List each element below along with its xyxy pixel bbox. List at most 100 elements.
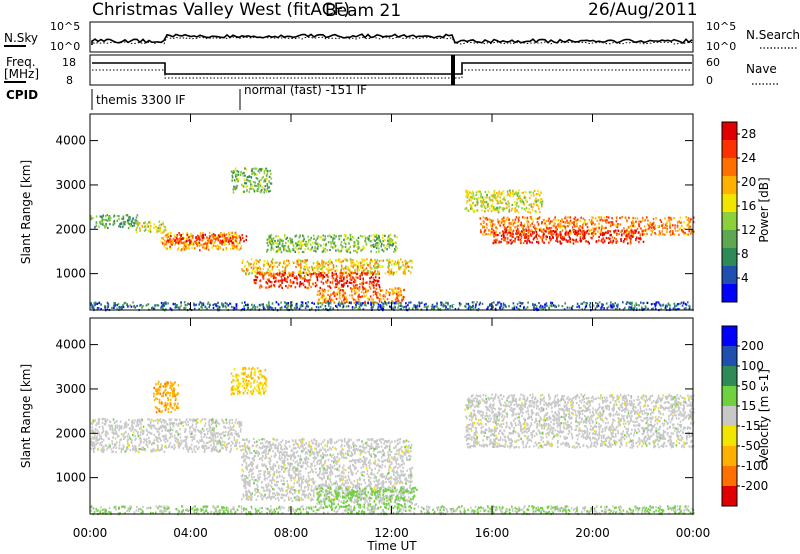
heatmap-cell	[121, 217, 124, 220]
heatmap-cell	[277, 234, 279, 238]
heatmap-cell	[309, 278, 312, 281]
heatmap-cell	[119, 438, 121, 441]
heatmap-cell	[582, 236, 584, 240]
heatmap-cell	[282, 239, 284, 242]
heatmap-cell	[307, 305, 309, 308]
heatmap-cell	[142, 304, 144, 308]
heatmap-cell	[484, 206, 487, 210]
heatmap-cell	[348, 273, 350, 276]
heatmap-cell	[243, 240, 245, 243]
heatmap-cell	[133, 224, 135, 227]
heatmap-cell	[104, 226, 106, 229]
heatmap-cell	[338, 289, 341, 292]
heatmap-cell	[536, 232, 538, 236]
heatmap-cell	[322, 308, 325, 311]
heatmap-cell	[322, 247, 324, 250]
heatmap-cell	[584, 221, 586, 224]
heatmap-cell	[225, 242, 227, 245]
heatmap-cell	[108, 219, 110, 222]
heatmap-cell	[304, 242, 307, 245]
heatmap-cell	[153, 426, 156, 429]
heatmap-cell	[101, 219, 104, 222]
heatmap-cell	[270, 285, 272, 288]
heatmap-cell	[227, 437, 230, 441]
heatmap-cell	[608, 241, 610, 244]
heatmap-cell	[644, 306, 647, 309]
heatmap-cell	[223, 434, 225, 437]
heatmap-cell	[118, 424, 121, 428]
heatmap-cell	[332, 267, 335, 270]
heatmap-cell	[249, 187, 251, 191]
heatmap-cell	[603, 227, 606, 230]
heatmap-cell	[356, 287, 358, 290]
y-tick-label: 1000	[55, 267, 86, 281]
heatmap-cell	[255, 259, 257, 262]
heatmap-cell	[594, 229, 597, 232]
heatmap-cell	[177, 424, 179, 427]
heatmap-cell	[376, 241, 379, 244]
heatmap-cell	[192, 243, 195, 246]
heatmap-cell	[194, 450, 197, 453]
heatmap-cell	[109, 223, 111, 226]
heatmap-cell	[228, 441, 230, 445]
heatmap-cell	[253, 190, 256, 193]
heatmap-cell	[537, 240, 540, 243]
heatmap-cell	[496, 199, 499, 203]
heatmap-cell	[349, 251, 352, 254]
heatmap-cell	[263, 188, 266, 191]
heatmap-cell	[306, 280, 309, 283]
heatmap-cell	[586, 231, 588, 235]
heatmap-cell	[332, 237, 334, 240]
heatmap-cell	[134, 445, 136, 448]
heatmap-cell	[120, 450, 123, 453]
heatmap-cell	[502, 198, 504, 201]
heatmap-cell	[315, 284, 318, 287]
heatmap-cell	[229, 433, 231, 436]
heatmap-cell	[579, 235, 582, 239]
heatmap-cell	[180, 422, 183, 425]
heatmap-cell	[157, 440, 160, 443]
heatmap-cell	[363, 246, 366, 249]
heatmap-cell	[115, 430, 117, 433]
heatmap-cell	[232, 171, 234, 174]
heatmap-cell	[202, 232, 204, 235]
heatmap-cell	[191, 435, 193, 439]
heatmap-cell	[367, 237, 369, 241]
heatmap-cell	[231, 179, 233, 182]
heatmap-cell	[266, 278, 269, 281]
heatmap-cell	[602, 237, 605, 240]
heatmap-cell	[217, 234, 220, 237]
heatmap-cell	[284, 244, 287, 247]
heatmap-cell	[504, 220, 507, 223]
heatmap-cell	[641, 233, 644, 236]
heatmap-cell	[393, 302, 396, 305]
heatmap-cell	[293, 275, 295, 278]
heatmap-cell	[97, 439, 99, 442]
heatmap-cell	[420, 301, 423, 305]
heatmap-cell	[628, 216, 630, 219]
heatmap-cell	[174, 239, 176, 242]
heatmap-cell	[669, 222, 671, 226]
heatmap-cell	[564, 221, 567, 224]
heatmap-cell	[326, 273, 328, 276]
heatmap-cell	[229, 302, 231, 305]
heatmap-cell	[692, 230, 695, 233]
heatmap-cell	[493, 196, 496, 199]
heatmap-cell	[350, 263, 353, 266]
heatmap-cell	[235, 418, 237, 421]
heatmap-cell	[227, 426, 230, 429]
heatmap-cell	[528, 203, 531, 206]
heatmap-cell	[310, 275, 312, 278]
heatmap-cell	[278, 263, 280, 267]
heatmap-cell	[147, 418, 149, 421]
heatmap-cell	[219, 436, 222, 439]
heatmap-cell	[127, 432, 130, 435]
heatmap-cell	[210, 242, 213, 245]
heatmap-cell	[189, 235, 192, 238]
heatmap-cell	[485, 233, 488, 236]
heatmap-cell	[119, 420, 122, 423]
scatter-band	[165, 233, 248, 245]
heatmap-cell	[241, 308, 244, 311]
heatmap-cell	[278, 248, 280, 251]
heatmap-cell	[574, 225, 576, 228]
